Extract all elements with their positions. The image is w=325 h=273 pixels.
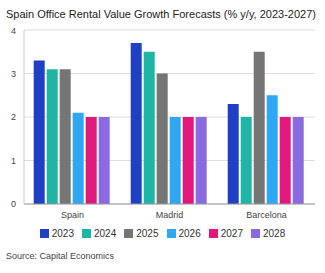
html-text:Source: Capital Economics: Source: Capital Economics (6, 251, 115, 261)
html-text:2027: 2027 (220, 228, 243, 239)
svg-text:1: 1 (11, 156, 16, 166)
svg-text:0: 0 (11, 199, 16, 209)
html-text:2028: 2028 (263, 228, 286, 239)
svg-text:Spain: Spain (61, 210, 84, 220)
svg-text:2: 2 (11, 112, 16, 122)
html-text:Spain Office Rental Value Grow: Spain Office Rental Value Growth Forecas… (6, 8, 316, 20)
svg-text:3: 3 (11, 69, 16, 79)
svg-text:4: 4 (11, 26, 16, 36)
html-text:2023: 2023 (51, 228, 74, 239)
svg-text:Madrid: Madrid (156, 210, 184, 220)
html-text:2026: 2026 (178, 228, 201, 239)
html-text:2024: 2024 (94, 228, 117, 239)
html-text:2025: 2025 (136, 228, 159, 239)
svg-text:Barcelona: Barcelona (246, 210, 287, 220)
